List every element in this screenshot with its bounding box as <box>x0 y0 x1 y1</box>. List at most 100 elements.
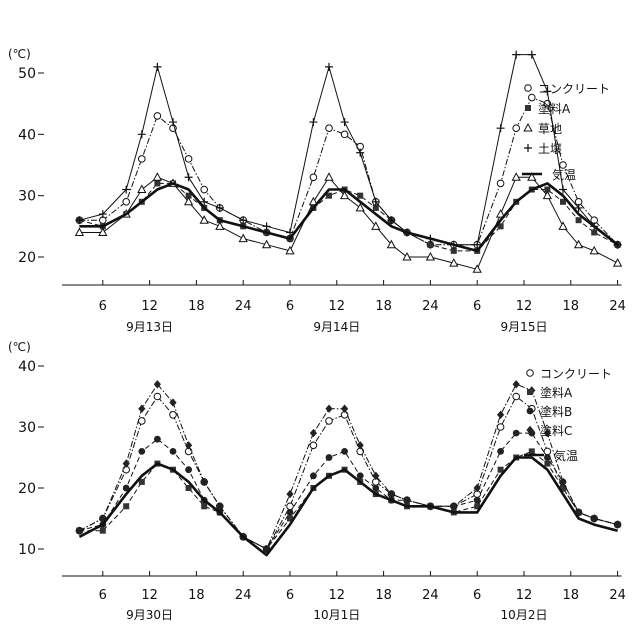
x-tick-label: 12 <box>329 299 346 314</box>
legend-label: 気温 <box>554 448 578 463</box>
x-tick-label: 24 <box>609 299 626 314</box>
x-tick-label: 6 <box>286 299 294 314</box>
day-label: 9月30日 <box>126 608 173 622</box>
day-label: 9月13日 <box>126 320 173 334</box>
data-point <box>544 454 551 461</box>
x-tick-label: 12 <box>516 299 533 314</box>
x-tick-label: 12 <box>329 588 346 603</box>
data-point <box>613 240 622 249</box>
data-point <box>473 496 481 504</box>
data-point <box>612 258 623 267</box>
data-point <box>372 484 380 492</box>
data-point <box>496 423 505 431</box>
data-point <box>341 404 349 413</box>
data-point <box>372 471 380 480</box>
x-tick-label: 24 <box>609 588 626 603</box>
data-point <box>200 185 208 194</box>
data-point <box>574 203 583 212</box>
data-point <box>261 239 272 249</box>
data-point <box>341 448 348 455</box>
data-point <box>310 472 317 480</box>
day-label: 10月1日 <box>313 608 360 622</box>
data-point <box>544 186 551 193</box>
data-point <box>285 245 295 255</box>
legend-swatch <box>524 84 532 92</box>
x-tick-label: 6 <box>286 588 294 603</box>
legend-swatch <box>527 389 533 395</box>
x-tick-label: 12 <box>141 299 158 314</box>
y-tick-label: 20 <box>18 481 36 497</box>
data-point <box>138 417 146 425</box>
data-point <box>543 87 552 96</box>
data-point <box>152 172 163 181</box>
data-point <box>169 411 177 419</box>
data-point <box>559 161 567 169</box>
x-tick-label: 6 <box>473 588 481 603</box>
day-label: 9月15日 <box>501 320 548 334</box>
x-tick-label: 24 <box>422 299 439 314</box>
data-point <box>287 515 293 522</box>
data-point <box>75 216 84 225</box>
data-point <box>340 118 349 127</box>
data-point <box>122 459 130 468</box>
y-tick-label: 20 <box>18 250 36 266</box>
data-point <box>309 428 317 438</box>
data-point <box>496 179 505 188</box>
legend-label: コンクリート <box>540 367 612 381</box>
data-point <box>185 466 193 474</box>
data-point <box>560 198 566 205</box>
data-point <box>215 203 224 212</box>
data-point <box>200 477 208 487</box>
data-point <box>560 485 566 491</box>
data-point <box>386 239 397 249</box>
data-point <box>286 489 294 499</box>
legend-label: 気温 <box>552 167 576 182</box>
data-point <box>589 245 599 255</box>
data-point <box>286 502 294 511</box>
y-tick-label: 40 <box>18 359 36 375</box>
data-point <box>183 196 194 206</box>
data-point <box>544 460 551 467</box>
data-point <box>138 155 146 163</box>
data-point <box>591 229 598 236</box>
data-point <box>325 124 333 132</box>
data-point <box>99 527 106 534</box>
data-point <box>309 441 318 450</box>
data-point <box>153 392 162 401</box>
data-point <box>496 124 505 133</box>
data-point <box>153 380 161 389</box>
data-point <box>138 478 145 485</box>
legend-label: 塗料C <box>540 423 572 438</box>
data-point <box>497 466 504 473</box>
x-tick-label: 18 <box>375 588 392 603</box>
data-point <box>340 130 349 139</box>
data-point <box>511 172 521 181</box>
data-point <box>449 258 459 267</box>
data-point <box>427 241 434 248</box>
data-point <box>473 483 481 493</box>
data-point <box>138 404 146 413</box>
data-point <box>372 204 379 211</box>
x-tick-label: 12 <box>141 588 158 603</box>
data-point <box>339 190 350 200</box>
chart-panel-bottom: (℃)10203040612182461218246121824時9月30日10… <box>8 340 626 622</box>
data-point <box>184 155 193 163</box>
data-point <box>154 435 161 443</box>
data-point <box>138 448 146 455</box>
legend-label: 塗料B <box>540 404 572 419</box>
data-point <box>558 221 568 230</box>
series-line <box>79 182 619 253</box>
series-4 <box>75 50 622 249</box>
data-point <box>573 239 584 249</box>
data-point <box>473 240 482 249</box>
legend-swatch <box>526 369 534 377</box>
data-point <box>512 392 521 401</box>
data-point <box>425 251 436 261</box>
data-point <box>122 198 130 206</box>
data-point <box>403 496 411 505</box>
data-point <box>169 448 177 455</box>
data-point <box>185 485 192 491</box>
legend-swatch <box>525 105 531 111</box>
